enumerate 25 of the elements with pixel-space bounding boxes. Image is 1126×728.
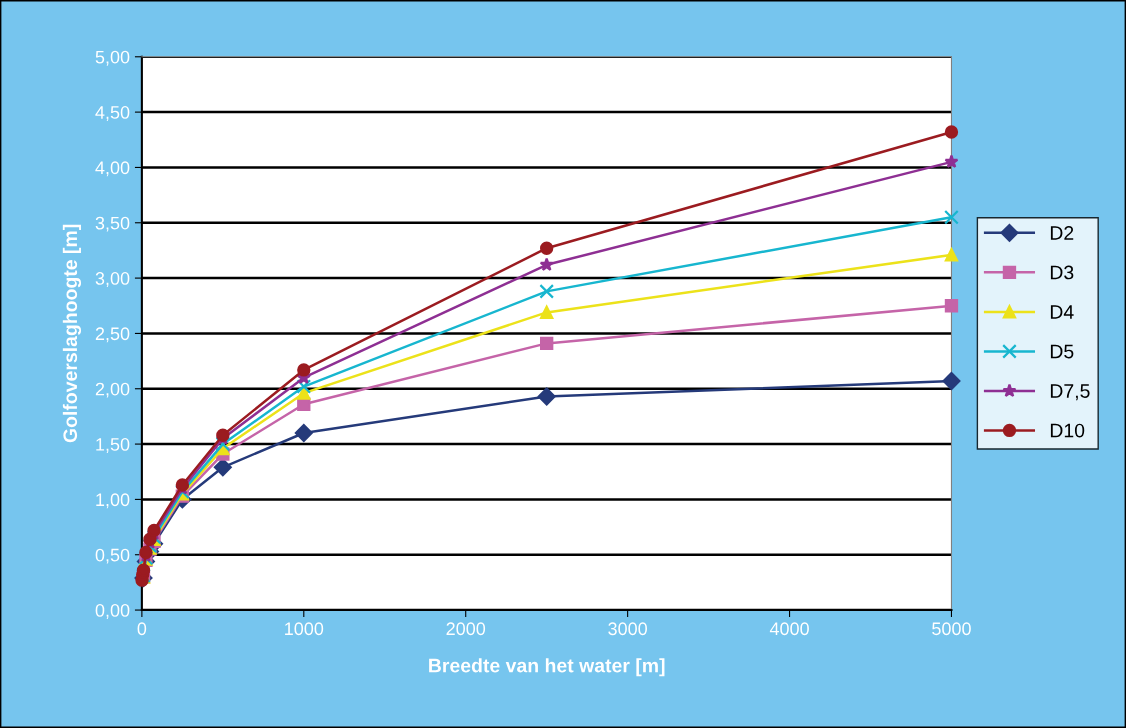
y-axis-title: Golfoverslaghoogte [m] <box>62 224 82 443</box>
legend-label: D7,5 <box>1050 384 1090 401</box>
x-tick-label: 0 <box>137 622 147 636</box>
x-tick-label: 3000 <box>608 622 648 636</box>
y-tick-label: 4,50 <box>95 106 130 121</box>
y-tick-label: 1,00 <box>96 493 130 509</box>
legend-label: D4 <box>1050 305 1074 319</box>
y-tick-label: 1,50 <box>96 438 130 453</box>
legend-label: D2 <box>1050 226 1074 240</box>
y-tick-label: 0,00 <box>95 604 130 619</box>
y-tick-label: 2,00 <box>95 382 130 398</box>
x-tick-label: 4000 <box>769 622 809 636</box>
legend-label: D3 <box>1050 265 1074 280</box>
y-tick-label: 3,00 <box>95 272 130 287</box>
y-tick-label: 5,00 <box>95 50 130 66</box>
y-tick-label: 4,00 <box>95 161 130 177</box>
legend-label: D5 <box>1050 344 1074 359</box>
y-tick-label: 0,50 <box>95 548 130 564</box>
x-axis-title: Breedte van het water [m] <box>429 658 665 677</box>
x-tick-label: 2000 <box>446 622 486 636</box>
x-tick-label: 5000 <box>932 622 971 636</box>
y-tick-label: 2,50 <box>95 327 130 343</box>
legend-label: D10 <box>1050 423 1085 438</box>
y-tick-label: 3,50 <box>95 216 130 232</box>
x-tick-label: 1000 <box>285 622 324 636</box>
